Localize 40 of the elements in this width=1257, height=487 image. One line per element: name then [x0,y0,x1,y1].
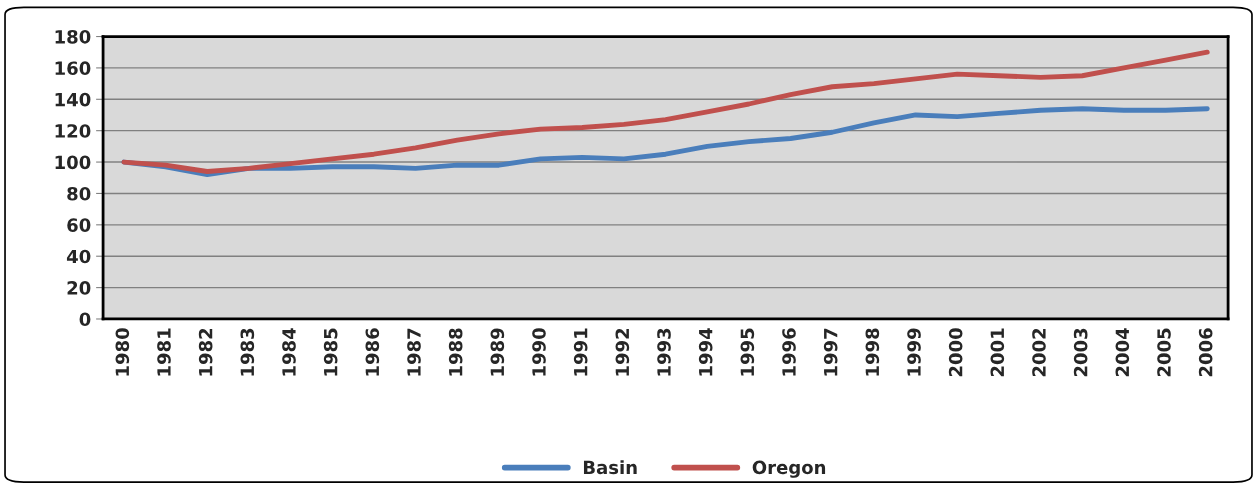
x-tick-label: 1989 [490,328,505,376]
x-tick-label: 2000 [948,328,963,377]
y-tick-label: 20 [67,281,91,295]
x-tick-label: 1995 [740,328,755,376]
x-tick-label: 1993 [657,328,671,376]
x-tick-label: 1992 [615,328,630,376]
x-tick-label: 2004 [1115,328,1130,377]
x-tick-label: 2002 [1032,328,1046,377]
y-tick-label: 0 [79,312,91,327]
x-tick-label: 1996 [782,328,796,376]
x-tick-label: 1986 [365,328,380,376]
line-series [121,49,1210,174]
x-tick-label: 1981 [157,328,171,376]
x-tick-label: 1987 [407,328,421,376]
x-tick-label: 2005 [1157,328,1171,377]
x-tick-label: 1985 [323,328,338,376]
y-tick-label: 160 [55,61,91,76]
x-tick-label: 1994 [698,328,713,376]
y-tick-label: 60 [67,218,91,232]
x-tick-label: 1984 [282,328,296,376]
x-tick-label: 1983 [240,328,255,376]
y-tick-label: 180 [55,29,91,44]
x-tick-label: 2001 [990,328,1005,377]
y-tick-label: 100 [55,155,91,170]
x-tick-label: 1991 [573,328,588,376]
x-tick-label: 1988 [448,328,463,376]
x-tick-label: 1982 [198,328,213,376]
legend-label: Oregon [752,460,826,478]
x-tick-label: 1998 [865,328,880,376]
legend-label: Basin [583,460,637,475]
y-tick-label: 40 [66,249,91,264]
x-tick-label: 1997 [823,328,838,376]
x-tick-label: 1980 [115,328,130,376]
x-tick-label: 1999 [907,328,921,376]
y-tick-label: 120 [55,124,91,138]
x-tick-label: 2006 [1198,328,1213,377]
y-tick-label: 80 [67,186,91,201]
y-tick-label: 140 [55,92,91,107]
x-tick-label: 1990 [532,328,546,376]
x-tick-label: 2003 [1073,328,1088,377]
